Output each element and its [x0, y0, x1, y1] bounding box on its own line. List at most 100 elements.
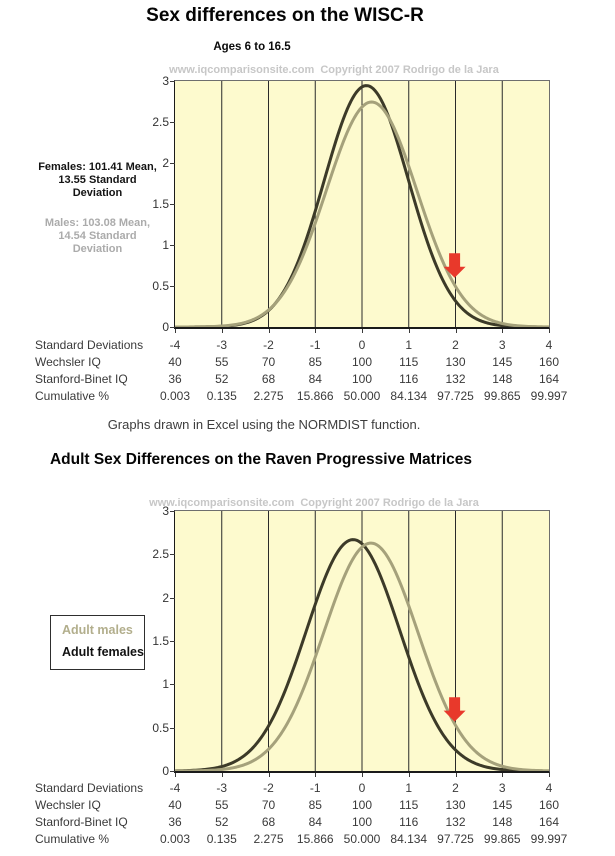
axis-table-cell: 132 — [445, 372, 466, 386]
axis-table-cell: 132 — [445, 815, 466, 829]
axis-table-cell: 70 — [261, 798, 276, 812]
axis-table-cell: 52 — [215, 372, 229, 386]
axis-table-cell: 145 — [492, 355, 513, 369]
axis-table-cell: 99.865 — [483, 832, 521, 846]
y-axis-tick — [170, 511, 175, 512]
axis-table-cell: 116 — [399, 372, 419, 386]
axis-table-cell: 100 — [351, 798, 373, 812]
legend-adult-males: Adult males — [62, 623, 133, 637]
axis-table-row: Wechsler IQ 40 55 70 85 100 115 130 145 160 — [0, 354, 615, 371]
males-annotation-line: Males: 103.08 Mean, — [44, 217, 151, 229]
axis-table-cell: -4 — [169, 338, 181, 352]
x-axis-tick — [268, 329, 270, 333]
axis-table-cell: -3 — [216, 781, 228, 795]
x-axis-tick — [408, 773, 410, 777]
axis-table-cell: -4 — [169, 781, 181, 795]
x-axis-tick — [315, 329, 317, 333]
axis-table-row-label: Standard Deviations — [35, 338, 144, 352]
y-axis-tick — [170, 163, 175, 164]
y-axis-tick-label: 0 — [162, 764, 169, 778]
axis-table-cell: 84 — [308, 372, 322, 386]
y-axis-tick-label: 3 — [162, 504, 169, 518]
axis-table-row: Standard Deviations -4 -3 -2 -1 0 1 2 3 4 — [0, 780, 615, 797]
x-axis-tick — [549, 773, 550, 777]
axis-table-cell: 115 — [399, 798, 419, 812]
axis-table-cell: 0.003 — [159, 832, 191, 846]
axis-table-cell: 2 — [452, 338, 459, 352]
axis-table-cell: 145 — [492, 798, 513, 812]
x-axis-tick — [221, 773, 223, 777]
axis-table-cell: 97.725 — [437, 389, 474, 403]
y-axis-tick — [170, 684, 175, 686]
axis-table-row: Standard Deviations -4 -3 -2 -1 0 1 2 3 4 — [0, 337, 615, 354]
axis-table-cell: 4 — [545, 338, 553, 352]
females-annotation-line: Deviation — [72, 187, 123, 199]
axis-table-cell: 130 — [445, 798, 466, 812]
axis-table-cell: 2 — [452, 781, 459, 795]
y-axis-tick — [170, 122, 175, 123]
y-axis-tick-label: 0.5 — [152, 720, 169, 735]
y-axis-tick-label: 1 — [162, 238, 169, 252]
axis-table-cell: 164 — [538, 815, 560, 829]
axis-table-cell: 130 — [445, 355, 466, 369]
y-axis-tick — [170, 727, 175, 729]
legend-adult-females: Adult females — [62, 645, 144, 659]
axis-table-cell: -2 — [263, 338, 274, 352]
females-annotation-line: 13.55 Standard — [58, 174, 137, 186]
axis-table-cell: 50.000 — [343, 832, 381, 846]
chart1-title: Sex differences on the WISC-R — [146, 5, 424, 26]
y-axis-tick-label: 2 — [162, 156, 169, 170]
axis-table-cell: 52 — [215, 815, 229, 829]
axis-table-cell: 148 — [492, 372, 513, 386]
y-axis-tick — [170, 81, 175, 82]
females-annotation-line: Females: 101.41 Mean, — [38, 161, 157, 173]
chart1-subtitle: Ages 6 to 16.5 — [213, 41, 291, 53]
axis-table-cell: 4 — [545, 781, 553, 795]
axis-table-cell: 2.275 — [253, 389, 284, 403]
watermark-bottom: www.iqcomparisonsite.com Copyright 2007 … — [149, 497, 479, 509]
y-axis-tick-label: 1.5 — [152, 634, 169, 648]
y-axis-tick-label: 1.5 — [152, 197, 169, 211]
males-curve — [175, 100, 549, 327]
axis-table-cell: 15.866 — [296, 389, 334, 403]
axis-table-cell: 2.275 — [253, 832, 284, 846]
y-axis-tick — [170, 245, 175, 246]
x-axis-tick — [362, 773, 363, 777]
plot2-canvas — [175, 511, 549, 771]
y-axis-tick-label: 0.5 — [152, 279, 169, 293]
adult-females-curve — [175, 538, 549, 771]
axis-table-cell: -1 — [309, 781, 321, 795]
y-axis-tick — [170, 641, 175, 642]
y-axis-tick — [170, 204, 175, 205]
axis-table-row: Cumulative % 0.003 0.135 2.275 15.866 50.000 8… — [0, 388, 615, 405]
axis-table-cell: -1 — [309, 338, 321, 352]
y-axis-tick — [170, 327, 175, 328]
x-axis-tick — [175, 329, 176, 333]
axis-table-row: Cumulative % 0.003 0.135 2.275 15.866 50.000 8… — [0, 831, 615, 848]
axis-table-cell: 0.135 — [206, 389, 237, 403]
plot1-canvas — [175, 81, 549, 327]
y-axis-tick — [170, 286, 175, 287]
axis-table-cell: 36 — [168, 815, 182, 829]
axis-table-cell: 115 — [399, 355, 419, 369]
axis-table-cell: 40 — [168, 798, 182, 812]
wisc-axis-table: Standard Deviations -4 -3 -2 -1 0 1 2 3 4 Wechsler… — [0, 337, 615, 407]
axis-table-cell: 100 — [351, 372, 373, 386]
axis-table-cell: 100 — [351, 355, 373, 369]
axis-table-cell: 0 — [358, 781, 366, 795]
females-stats-annotation: Females: 101.41 Mean, 13.55 Standard Dev… — [30, 161, 165, 200]
x-axis-tick — [221, 329, 223, 333]
axis-table-row-label: Cumulative % — [35, 832, 110, 846]
axis-table-cell: 99.865 — [483, 389, 521, 403]
axis-table-cell: 160 — [538, 355, 560, 369]
y-axis-tick-label: 2 — [162, 590, 169, 605]
axis-table-cell: 84.134 — [390, 389, 428, 403]
axis-table-cell: 68 — [261, 372, 276, 386]
axis-table-row: Stanford-Binet IQ 36 52 68 84 100 116 132 148 164 — [0, 371, 615, 388]
axis-table-row-label: Standard Deviations — [35, 781, 144, 795]
males-annotation-line: 14.54 Standard — [58, 230, 137, 242]
y-axis-tick — [170, 771, 175, 772]
red-down-arrow — [443, 253, 466, 278]
axis-table-cell: 99.997 — [530, 389, 568, 403]
